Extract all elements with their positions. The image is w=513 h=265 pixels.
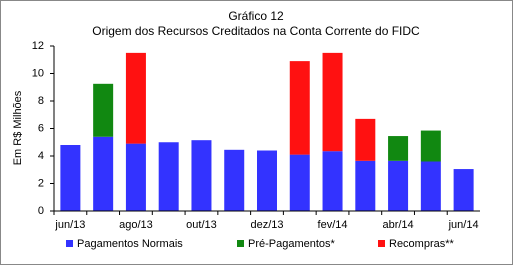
bar-segment	[289, 61, 310, 155]
bar-segment	[322, 151, 343, 211]
y-tick-label: 2	[38, 177, 44, 189]
bar-segment	[125, 143, 146, 211]
legend-label: Recompras**	[389, 238, 455, 250]
chart-subtitle: Origem dos Recursos Creditados na Conta …	[92, 24, 420, 38]
bar-segment	[388, 160, 409, 211]
bar-segment	[289, 154, 310, 211]
x-tick-label: jun/13	[54, 219, 85, 231]
bar-segment	[355, 160, 376, 211]
x-tick-label: dez/13	[250, 219, 283, 231]
x-tick-label: ago/13	[119, 219, 153, 231]
bar-segment	[60, 145, 81, 211]
y-tick-label: 12	[32, 40, 44, 52]
legend-swatch	[378, 240, 385, 247]
x-tick-label: fev/14	[318, 219, 348, 231]
x-tick-label: jun/14	[448, 219, 479, 231]
bar-segment	[420, 130, 441, 162]
bar-segment	[158, 142, 179, 211]
bar-segment	[388, 136, 409, 161]
legend-label: Pagamentos Normais	[77, 238, 183, 250]
y-tick-label: 4	[38, 150, 44, 162]
x-tick-label: abr/14	[382, 219, 413, 231]
bar-segment	[355, 118, 376, 161]
bar-segment	[93, 83, 114, 137]
y-tick-label: 0	[38, 205, 44, 217]
bar-segment	[257, 150, 277, 211]
x-tick-label: out/13	[186, 219, 217, 231]
bar-segment	[453, 169, 474, 211]
y-tick-label: 8	[38, 95, 44, 107]
bar-segment	[93, 136, 114, 211]
bar-segment	[125, 52, 146, 144]
bar-segment	[420, 161, 441, 211]
chart-title: Gráfico 12	[228, 9, 284, 23]
bar-segment	[191, 140, 212, 211]
y-axis-label: Em R$ Milhões	[12, 90, 24, 165]
y-tick-label: 6	[38, 122, 44, 134]
legend-swatch	[66, 240, 73, 247]
legend-label: Pré-Pagamentos*	[248, 238, 336, 250]
y-tick-label: 10	[32, 67, 44, 79]
bar-segment	[224, 149, 245, 211]
legend-swatch	[237, 240, 244, 247]
bar-segment	[322, 52, 343, 152]
